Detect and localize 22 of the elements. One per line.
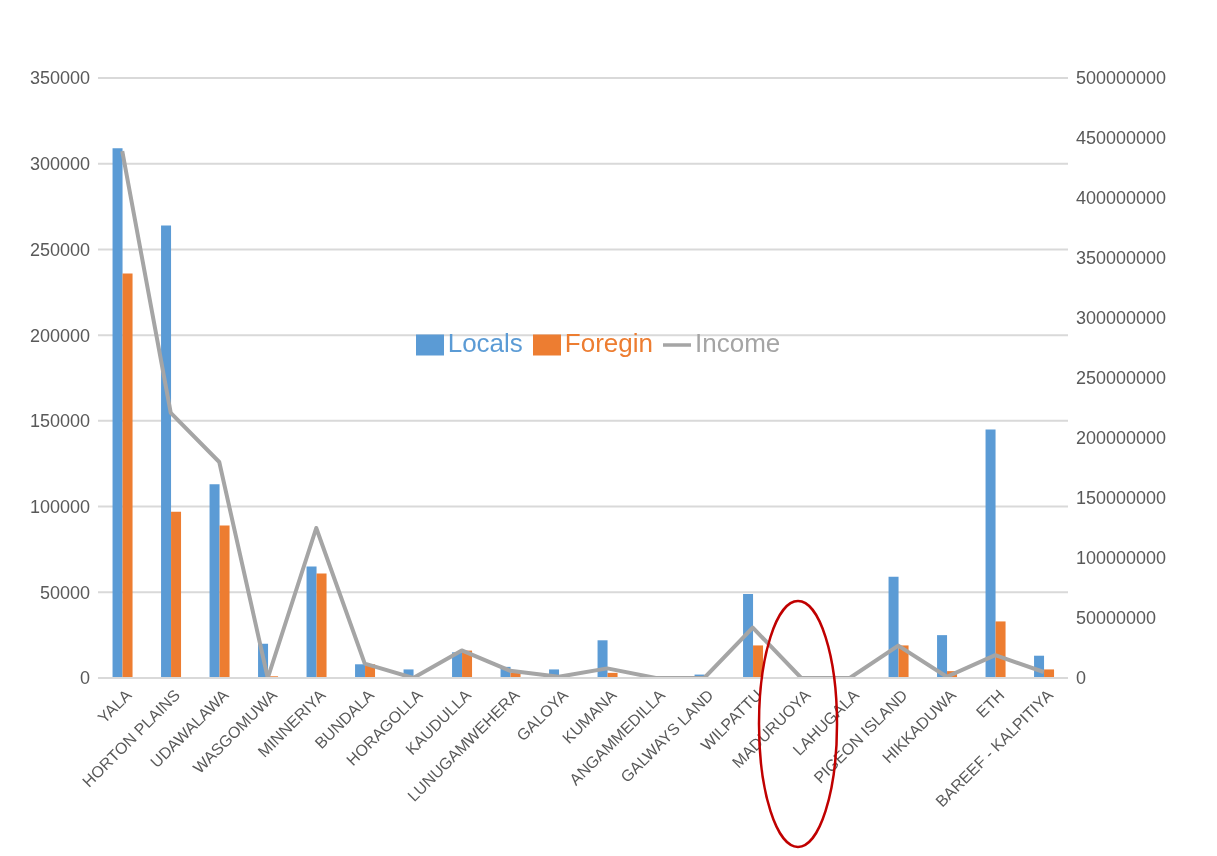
y2-tick-label: 500000000	[1076, 68, 1167, 89]
y2-tick-label: 50000000	[1076, 608, 1157, 629]
legend-label: Locals	[447, 328, 523, 358]
y-tick-label: 0	[79, 668, 90, 689]
y-tick-label: 150000	[29, 411, 90, 432]
y2-tick-label: 200000000	[1076, 428, 1167, 449]
y2-tick-label: 150000000	[1076, 488, 1167, 509]
y2-tick-label: 350000000	[1076, 248, 1167, 269]
y2-tick-label: 400000000	[1076, 188, 1167, 209]
y-tick-label: 250000	[29, 239, 90, 260]
legend-label: Foregin	[564, 328, 654, 358]
y-tick-label: 300000	[29, 154, 90, 175]
y-tick-label: 200000	[29, 325, 90, 346]
y-tick-label: 50000	[39, 582, 90, 603]
y2-tick-label: 250000000	[1076, 368, 1167, 389]
y-tick-label: 350000	[29, 68, 90, 89]
legend-label: Income	[695, 328, 781, 358]
y2-tick-label: 300000000	[1076, 308, 1167, 329]
y2-tick-label: 100000000	[1076, 548, 1167, 569]
y2-tick-label: 0	[1076, 668, 1087, 689]
y2-tick-label: 450000000	[1076, 128, 1167, 149]
y-tick-label: 100000	[29, 496, 90, 517]
